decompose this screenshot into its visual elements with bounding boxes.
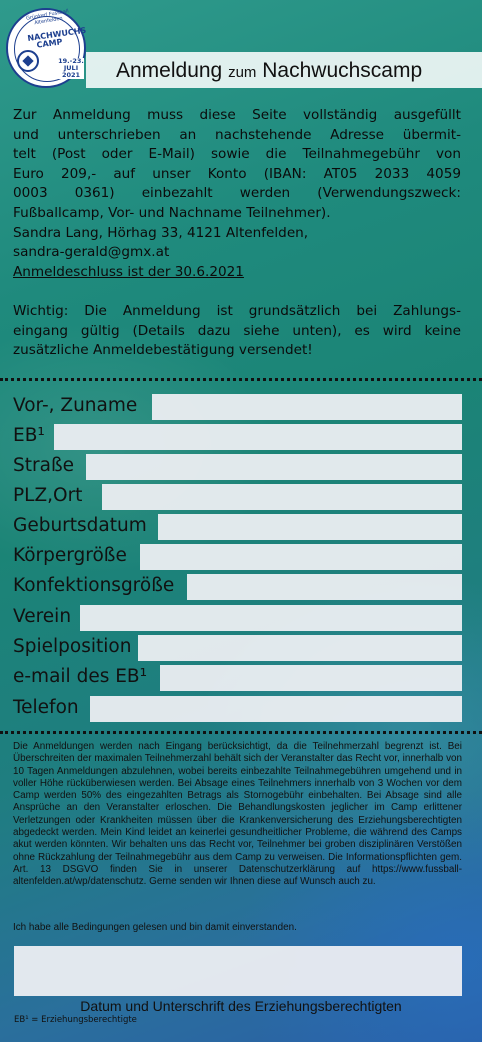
guardian-field[interactable] <box>54 424 462 450</box>
street-field[interactable] <box>86 454 462 480</box>
name-field[interactable] <box>152 394 462 420</box>
logo-ring <box>14 16 80 82</box>
notice-line: eingang gültig (Details dazu siehe unten… <box>13 322 461 339</box>
form-row-position: Spielposition <box>0 633 482 661</box>
separator-dotted <box>0 378 482 381</box>
intro-line: Zur Anmeldung muss diese Seite vollständ… <box>13 107 461 123</box>
club-field[interactable] <box>80 605 462 631</box>
title-part1: Anmeldung <box>116 59 229 82</box>
logo-date: 19.-23. JULI 2021 <box>58 58 84 79</box>
field-label: Straße <box>13 455 74 476</box>
form-row-club: Verein <box>0 603 482 631</box>
registration-deadline: Anmeldeschluss ist der 30.6.2021 <box>13 263 244 280</box>
field-label: PLZ,Ort <box>13 485 83 506</box>
intro-line: Euro 209,- auf unser Konto (IBAN: AT05 2… <box>13 165 461 182</box>
field-label: Telefon <box>13 697 79 718</box>
title-bar <box>86 52 482 88</box>
camp-logo: Grünkerl Fussball Altenfelden NACHWUCHS … <box>6 8 87 88</box>
zip-city-field[interactable] <box>102 484 462 510</box>
contact-address: Sandra Lang, Hörhag 33, 4121 Altenfelden… <box>13 224 309 241</box>
important-notice: Wichtig: Die Anmeldung ist grundsätzlich… <box>13 302 461 361</box>
intro-line: 0003 0361) einbezahlt werden (Verwendung… <box>13 185 461 202</box>
form-row-email: e-mail des EB¹ <box>0 663 482 691</box>
form-row-phone: Telefon <box>0 694 482 722</box>
terms-conditions: Die Anmeldungen werden nach Eingang berü… <box>13 741 462 889</box>
title-part3: Nachwuchscamp <box>256 59 423 82</box>
clothing-size-field[interactable] <box>187 574 462 600</box>
logo-date-line3: 2021 <box>61 71 81 79</box>
form-row-height: Körpergröße <box>0 542 482 570</box>
position-field[interactable] <box>138 635 462 661</box>
field-label: Verein <box>13 606 72 627</box>
field-label: Spielposition <box>13 636 132 657</box>
field-label: e-mail des EB¹ <box>13 666 148 687</box>
form-row-street: Straße <box>0 452 482 480</box>
notice-line: zusätzliche Anmeldebestätigung versendet… <box>13 342 313 359</box>
terms-text: Die Anmeldungen werden nach Eingang berü… <box>13 741 462 888</box>
signature-field[interactable] <box>14 946 462 996</box>
intro-line: Fußballcamp, Vor- und Nachname Teilnehme… <box>13 204 331 221</box>
form-row-city: PLZ,Ort <box>0 482 482 510</box>
intro-line: telt (Post oder E-Mail) sowie die Teilna… <box>13 146 461 163</box>
signature-label: Datum und Unterschrift des Erziehungsber… <box>80 998 402 1014</box>
height-field[interactable] <box>140 544 462 570</box>
field-label: Geburtsdatum <box>13 515 147 536</box>
field-label: Vor-, Zuname <box>13 395 138 416</box>
form-row-guardian: EB¹ <box>0 422 482 450</box>
agreement-statement: Ich habe alle Bedingungen gelesen und bi… <box>13 922 297 933</box>
separator-dotted <box>0 731 482 734</box>
phone-field[interactable] <box>90 696 462 722</box>
form-row-name: Vor-, Zuname <box>0 392 482 420</box>
field-label: EB¹ <box>13 425 45 446</box>
registration-instructions: Zur Anmeldung muss diese Seite vollständ… <box>13 106 461 282</box>
birthdate-field[interactable] <box>158 514 462 540</box>
notice-line: Wichtig: Die Anmeldung ist grundsätzlich… <box>13 303 461 319</box>
field-label: Konfektionsgröße <box>13 575 175 596</box>
title-part2: zum <box>228 64 257 81</box>
field-label: Körpergröße <box>13 545 127 566</box>
contact-email[interactable]: sandra-gerald@gmx.at <box>13 244 170 261</box>
intro-line: und unterschrieben an nachstehende Adres… <box>13 126 461 143</box>
form-row-birthdate: Geburtsdatum <box>0 512 482 540</box>
footnote: EB¹ = Erziehungsberechtigte <box>14 1015 137 1025</box>
form-row-clothing-size: Konfektionsgröße <box>0 572 482 600</box>
logo-date-line2: JULI <box>63 64 79 72</box>
page-title: Anmeldung zum Nachwuchscamp <box>116 57 466 87</box>
football-icon <box>17 50 39 72</box>
guardian-email-field[interactable] <box>160 665 462 691</box>
logo-date-line1: 19.-23. <box>58 57 84 65</box>
